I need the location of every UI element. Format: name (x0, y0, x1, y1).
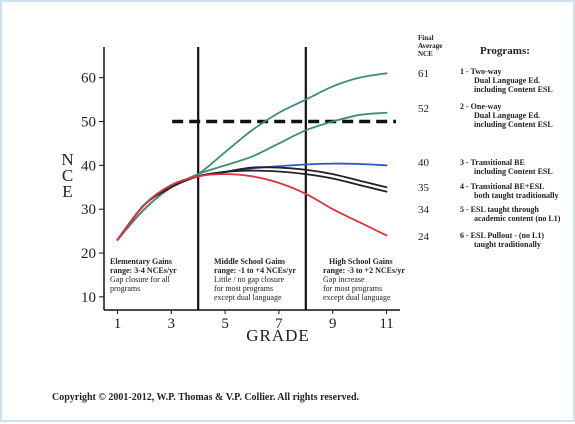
y-ticks: 10 20 30 40 50 60 (81, 71, 104, 306)
program-line: 5 - ESL taught through (460, 205, 540, 214)
legend-item-5: 34 5 - ESL taught through academic conte… (418, 204, 561, 223)
y-tick-label: 10 (81, 290, 96, 306)
final-value: 61 (418, 68, 429, 80)
final-value: 52 (418, 103, 429, 115)
series-line-program-5 (116, 169, 388, 241)
x-tick-label: 11 (379, 316, 393, 332)
program-line: Dual Language Ed. (474, 111, 540, 120)
x-tick-label: 5 (221, 316, 229, 332)
region-elementary-line: Gap closure for all (110, 275, 171, 284)
copyright-text: Copyright © 2001-2012, W.P. Thomas & V.P… (52, 392, 360, 403)
program-line: both taught traditionally (474, 191, 558, 200)
region-high-school: High School Gains range: -3 to +2 NCEs/y… (323, 257, 405, 302)
region-middle-line: for most programs (214, 284, 273, 293)
y-tick-label: 50 (81, 115, 96, 131)
program-line: taught traditionally (474, 240, 541, 249)
region-middle-school: Middle School Gains range: -1 to +4 NCEs… (214, 257, 296, 302)
region-elementary-title: Elementary Gains (110, 257, 172, 266)
final-value: 34 (418, 204, 430, 216)
program-line: including Content ESL (474, 167, 553, 176)
legend-item-4: 35 4 - Transitional BE+ESL both taught t… (418, 182, 558, 200)
region-middle-line: range: -1 to +4 NCEs/yr (214, 266, 296, 275)
region-high-line: for most programs (323, 284, 382, 293)
program-line: 2 - One-way (460, 102, 501, 111)
final-value: 40 (418, 157, 430, 169)
programs-header: Programs: (480, 45, 530, 57)
grade-dividers (197, 47, 307, 310)
legend-item-1: 61 1 - Two-way Dual Language Ed. includi… (418, 67, 553, 94)
region-elementary-line: range: 3-4 NCEs/yr (110, 266, 177, 275)
region-high-line: except dual language (323, 293, 391, 302)
region-middle-line: except dual language (214, 293, 282, 302)
x-tick-label: 3 (168, 316, 176, 332)
series-line-program-2 (116, 111, 388, 241)
final-header-line: NCE (418, 50, 433, 58)
series-line-program-4 (116, 166, 388, 241)
x-ticks: 1 3 5 7 9 11 (114, 310, 394, 332)
series-line-program-3 (116, 162, 388, 241)
region-middle-title: Middle School Gains (214, 257, 285, 266)
y-tick-label: 20 (81, 246, 96, 262)
program-line: 1 - Two-way (460, 67, 501, 76)
program-line: 3 - Transitional BE (460, 158, 525, 167)
x-axis-title: GRADE (246, 326, 310, 345)
series-line-program-6 (116, 173, 388, 241)
region-elementary-line: programs (110, 284, 140, 293)
legend-item-6: 24 6 - ESL Pullout - (no L1) taught trad… (418, 231, 544, 249)
final-value: 24 (418, 231, 430, 243)
y-tick-label: 40 (81, 158, 96, 174)
legend-item-2: 52 2 - One-way Dual Language Ed. includi… (418, 102, 553, 129)
final-header-line: Average (418, 42, 442, 50)
legend-item-3: 40 3 - Transitional BE including Content… (418, 157, 553, 176)
program-line: including Content ESL (474, 85, 553, 94)
x-tick-label: 1 (114, 316, 122, 332)
region-high-line: range: -3 to +2 NCEs/yr (323, 266, 405, 275)
x-tick-label: 9 (329, 316, 337, 332)
y-tick-label: 30 (81, 202, 96, 218)
program-line: Dual Language Ed. (474, 76, 540, 85)
program-line: including Content ESL (474, 120, 553, 129)
x-tick-label: 7 (275, 316, 283, 332)
series-group (116, 72, 388, 241)
y-tick-label: 60 (81, 71, 96, 87)
region-high-title: High School Gains (329, 257, 393, 266)
region-middle-line: Little / no gap closure (214, 275, 285, 284)
region-high-line: Gap increase (323, 275, 365, 284)
svg-text:NCE: NCE (61, 150, 74, 201)
program-line: 6 - ESL Pullout - (no L1) (460, 231, 544, 240)
program-line: 4 - Transitional BE+ESL (460, 182, 545, 191)
final-nce-header: Final Average NCE (418, 34, 442, 58)
region-elementary: Elementary Gains range: 3-4 NCEs/yr Gap … (110, 257, 177, 293)
final-value: 35 (418, 182, 430, 194)
final-header-line: Final (418, 34, 434, 42)
program-line: academic content (no L1) (474, 214, 561, 223)
